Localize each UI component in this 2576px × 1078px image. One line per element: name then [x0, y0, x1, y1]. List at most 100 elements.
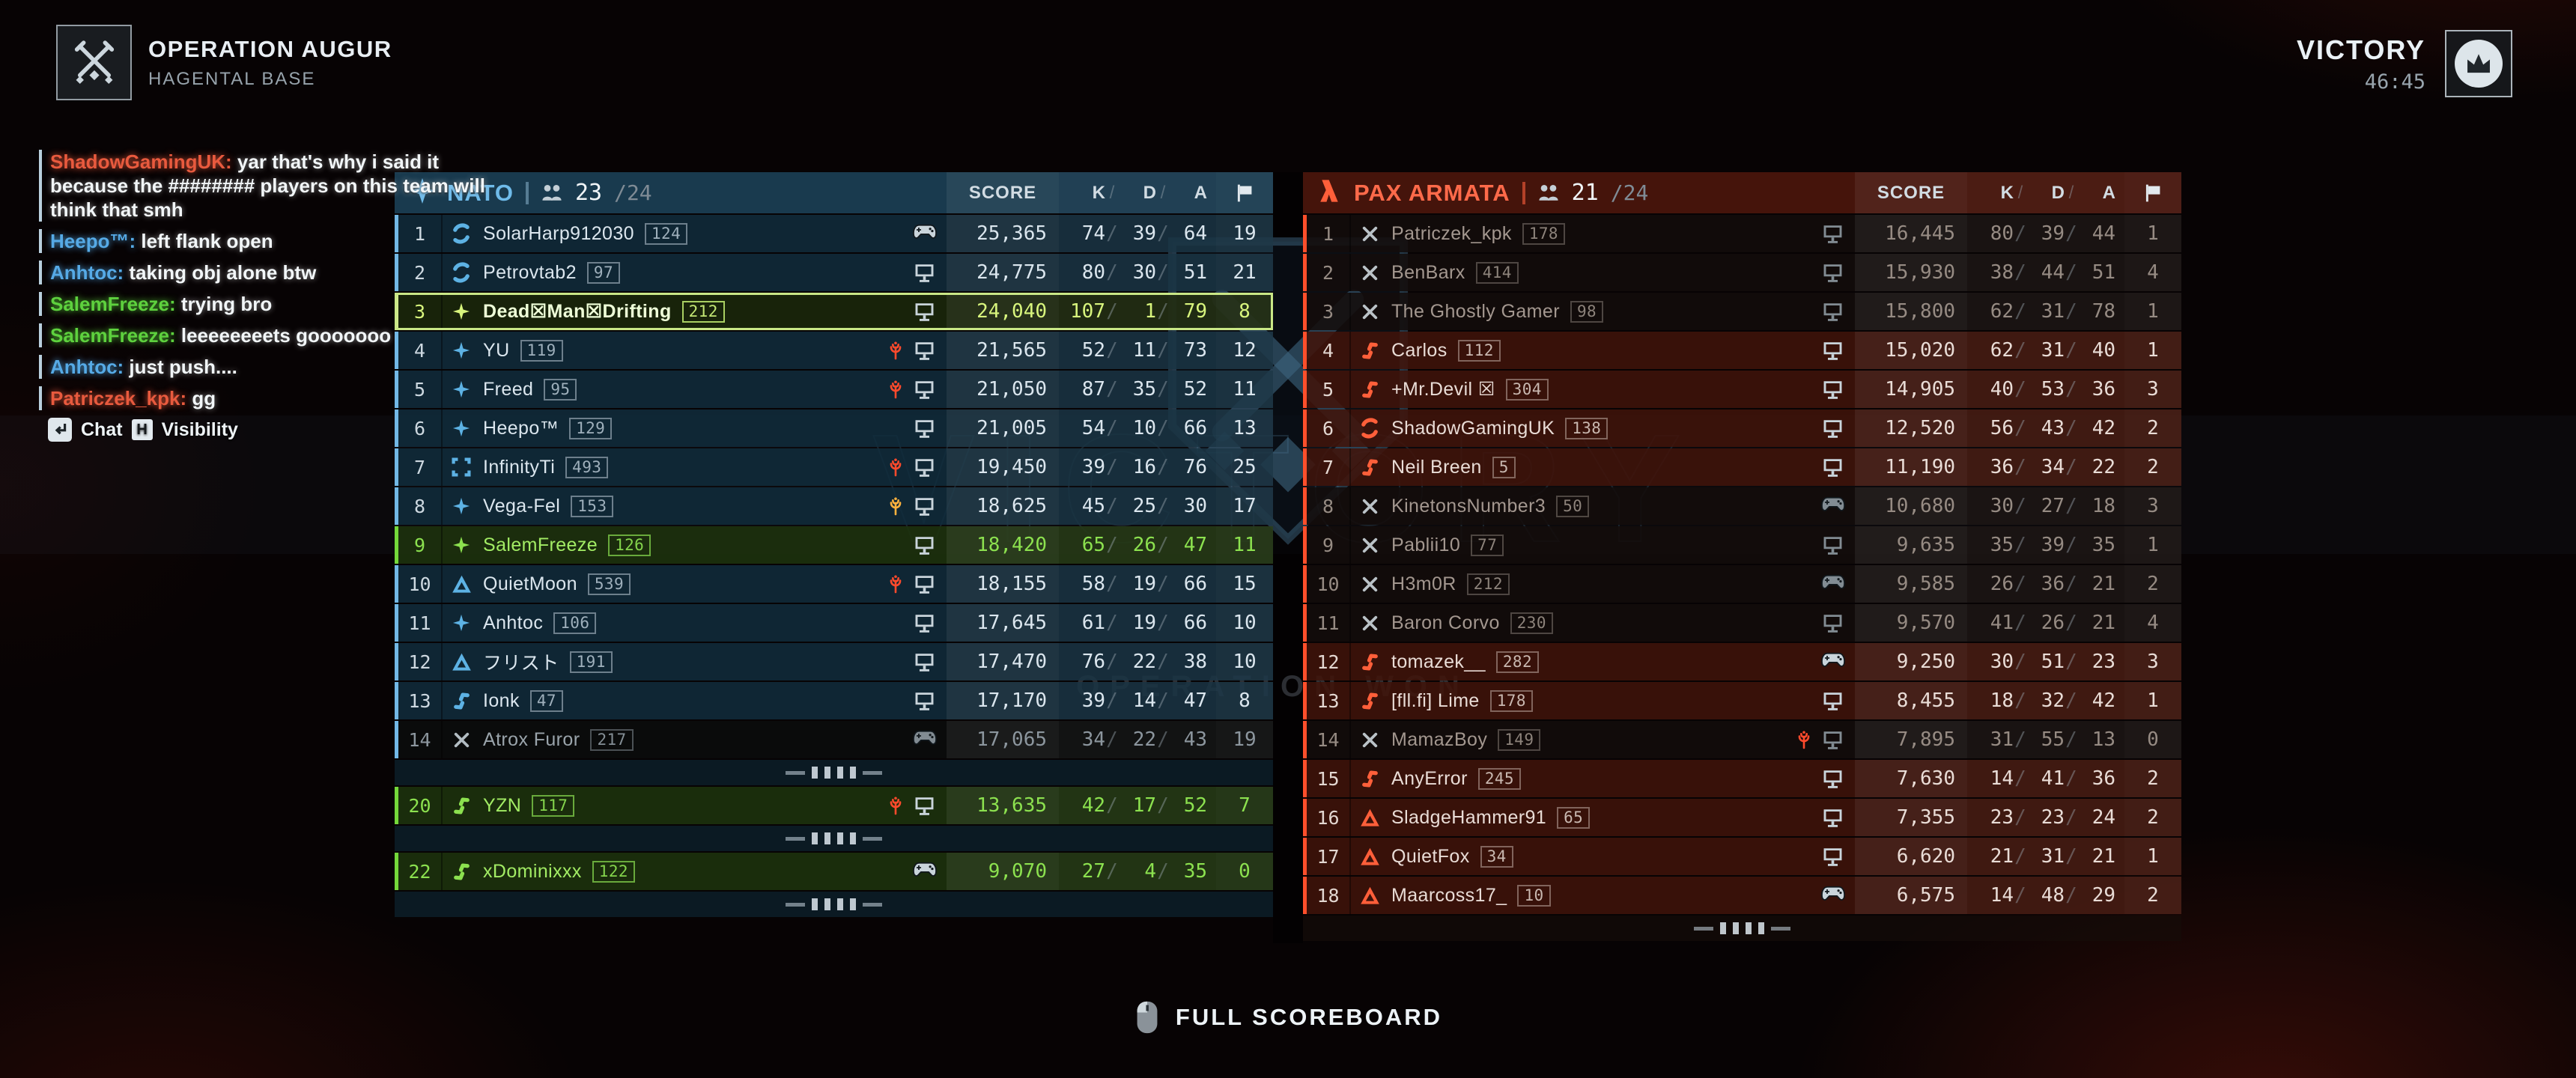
- dead-x-icon: [1358, 261, 1381, 284]
- class-icon-cell: [443, 721, 480, 758]
- divider-dash: [863, 836, 882, 841]
- player-name-cell: Vega-Fel 153: [480, 487, 875, 525]
- player-name-cell: Anhtoc 106: [480, 604, 875, 642]
- score-value: 18,155: [947, 565, 1059, 603]
- deaths-value: 23: [2041, 806, 2065, 829]
- kda-slash: /: [2014, 806, 2026, 829]
- squad-tag: 77: [1471, 534, 1504, 556]
- flags-value: 4: [2124, 604, 2181, 642]
- deaths-value: 36: [2041, 573, 2065, 595]
- operation-title: OPERATION AUGUR: [148, 35, 392, 62]
- player-row: 12 フリスト 191 17,470 76/22/38 10: [395, 643, 1273, 680]
- kda-slash: /: [2014, 417, 2026, 439]
- kda-slash: /: [2014, 534, 2026, 556]
- divider-dash: [786, 770, 805, 775]
- player-name: Dead☒Man☒Drifting: [483, 301, 672, 322]
- deaths-value: 39: [2041, 534, 2065, 556]
- kda-slash: /: [1157, 261, 1169, 284]
- class-icon-cell: [1351, 760, 1388, 797]
- player-name: YZN: [483, 794, 522, 816]
- platform-pc-icon: [913, 262, 936, 284]
- kda-cell: 35/39/35: [1967, 526, 2124, 564]
- platform-cell: [1783, 838, 1855, 875]
- chat-author: SalemFreeze:: [50, 293, 181, 315]
- kda-slash: /: [1157, 651, 1169, 673]
- platform-cell: [1783, 643, 1855, 680]
- squad-tag: 122: [592, 860, 635, 883]
- collapsed-rows-divider: [395, 826, 1273, 851]
- kda-slash: /: [2014, 573, 2026, 595]
- full-scoreboard-prompt[interactable]: FULL SCOREBOARD: [0, 1000, 2576, 1035]
- class-medic-icon: [450, 261, 473, 284]
- flags-value: 11: [1216, 526, 1273, 564]
- column-header-flags: [1216, 172, 1273, 213]
- kda-cell: 42/17/52: [1059, 787, 1216, 824]
- player-row: 15 AnyError 245 7,630 14/41/36 2: [1303, 760, 2181, 797]
- player-row: 11 Anhtoc 106 17,645 61/19/66 10: [395, 604, 1273, 642]
- platform-pc-icon: [1821, 457, 1844, 478]
- class-icon-cell: [443, 409, 480, 447]
- score-value: 7,895: [1855, 721, 1967, 758]
- player-row: 4 Carlos 112 15,020 62/31/40 1: [1303, 332, 2181, 369]
- deaths-value: 30: [1132, 261, 1156, 284]
- platform-pc-icon: [913, 379, 936, 401]
- player-row: 6 Heepo™ 129 21,005 54/10/66 13: [395, 409, 1273, 447]
- flags-value: 3: [2124, 487, 2181, 525]
- assists-value: 42: [2092, 417, 2115, 439]
- kda-cell: 14/48/29: [1967, 877, 2124, 914]
- enter-key-icon: [48, 418, 72, 442]
- player-row: 8 KinetonsNumber3 50 10,680 30/27/18 3: [1303, 487, 2181, 525]
- assists-value: 52: [1183, 794, 1207, 817]
- flags-value: 1: [2124, 838, 2181, 875]
- kda-cell: 34/22/43: [1059, 721, 1216, 758]
- score-value: 11,190: [1855, 448, 1967, 486]
- assists-value: 79: [1183, 300, 1207, 323]
- platform-cell: [875, 332, 947, 369]
- platform-pc-icon: [1821, 223, 1844, 245]
- squad-tag: 106: [553, 612, 597, 634]
- flags-value: 4: [2124, 254, 2181, 291]
- assists-value: 29: [2092, 884, 2115, 907]
- players-count-icon: [1537, 183, 1560, 204]
- player-name: フリスト: [483, 653, 559, 674]
- assists-value: 64: [1183, 222, 1207, 245]
- dead-x-icon: [450, 728, 473, 751]
- kda-slash: /: [1157, 728, 1169, 751]
- full-scoreboard-label: FULL SCOREBOARD: [1175, 1004, 1443, 1030]
- flags-value: 0: [2124, 721, 2181, 758]
- kda-cell: 39/14/47: [1059, 682, 1216, 719]
- player-rank: 4: [1307, 332, 1351, 369]
- kda-slash: /: [1106, 495, 1118, 517]
- player-rank: 5: [398, 371, 443, 408]
- class-assault-icon: [450, 300, 473, 323]
- platform-pc-icon: [1821, 612, 1844, 634]
- score-value: 7,355: [1855, 799, 1967, 836]
- squad-tag: 65: [1557, 806, 1591, 829]
- kda-slash: /: [2014, 456, 2026, 478]
- score-value: 9,585: [1855, 565, 1967, 603]
- kda-cell: 26/36/21: [1967, 565, 2124, 603]
- player-name: Ionk: [483, 689, 520, 711]
- class-triangle-icon: [1358, 806, 1381, 829]
- assists-value: 47: [1183, 534, 1207, 556]
- pax-faction-icon: [1318, 178, 1342, 207]
- kda-slash: /: [2014, 651, 2026, 673]
- squad-tag: 149: [1498, 728, 1541, 751]
- kda-slash: /: [2014, 728, 2026, 751]
- map-name: HAGENTAL BASE: [148, 68, 316, 89]
- class-lightning-icon: [450, 860, 473, 883]
- platform-pc-icon: [913, 612, 936, 634]
- visibility-button[interactable]: Visibility: [161, 418, 238, 440]
- player-row: 9 Pablii10 77 9,635 35/39/35 1: [1303, 526, 2181, 564]
- chat-button[interactable]: Chat: [81, 418, 123, 440]
- flags-value: 1: [2124, 332, 2181, 369]
- assists-value: 78: [2092, 300, 2115, 323]
- flags-value: 11: [1216, 371, 1273, 408]
- player-name-cell: YU 119: [480, 332, 875, 369]
- platform-console-icon: [1821, 885, 1845, 907]
- visibility-keycap[interactable]: H: [131, 419, 153, 440]
- flags-value: 1: [2124, 526, 2181, 564]
- column-header-kda: K / D / A: [1967, 172, 2124, 213]
- class-icon-cell: [1351, 565, 1388, 603]
- player-row: 14 Atrox Furor 217 17,065 34/22/43 19: [395, 721, 1273, 758]
